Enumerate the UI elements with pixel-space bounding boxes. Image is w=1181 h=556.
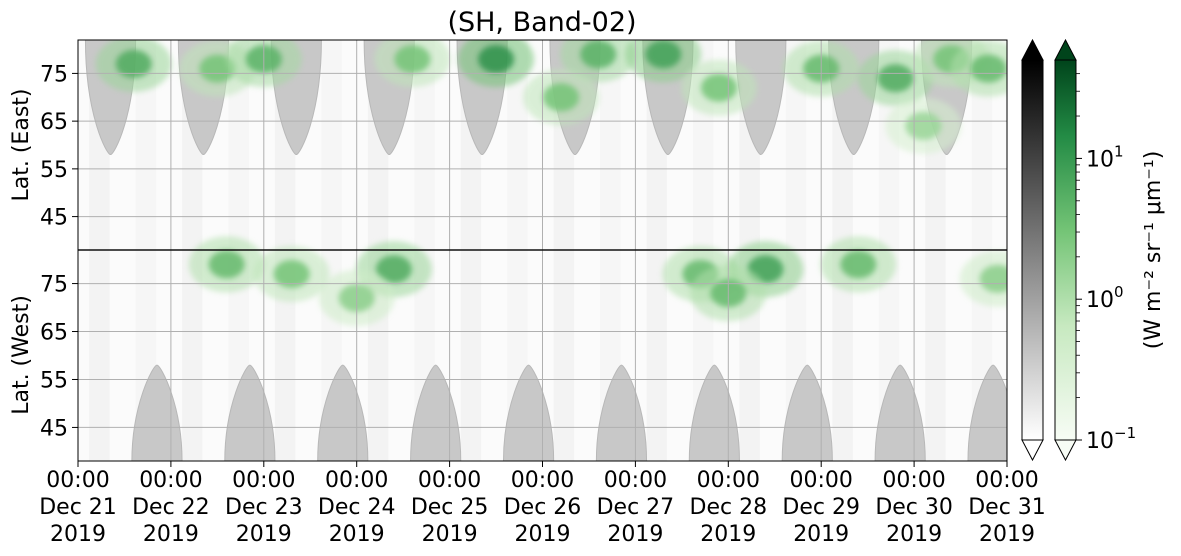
gray-mask [595, 364, 648, 461]
radiance-peak [979, 264, 1007, 293]
y-tick-label: 65 [40, 321, 68, 346]
radiance-peak [273, 259, 310, 288]
radiance-peak [208, 250, 245, 279]
y-tick-label: 45 [40, 416, 68, 441]
x-tick-label: 2019 [793, 522, 849, 547]
y-axis-label-east: Lat. (East) [9, 89, 34, 202]
colorbar-green [1054, 38, 1077, 462]
gray-mask [781, 364, 833, 461]
y-tick-label: 75 [40, 62, 68, 87]
gray-mask [224, 364, 276, 461]
x-tick-label: Dec 21 [39, 495, 117, 520]
x-tick-label: Dec 30 [875, 495, 953, 520]
radiance-peak [394, 45, 431, 74]
colorbar-tick-label: 101 [1086, 142, 1124, 172]
colorbar-tick-label: 100 [1086, 283, 1124, 313]
x-tick-label: 00:00 [139, 468, 202, 493]
x-tick-label: 00:00 [789, 468, 852, 493]
gray-mask [874, 364, 926, 461]
y-tick-label: 75 [40, 273, 68, 298]
y-tick-label: 55 [40, 368, 68, 393]
radiance-peak [645, 40, 682, 69]
x-tick-label: Dec 24 [318, 495, 396, 520]
radiance-peak [115, 49, 152, 78]
chart-title: (SH, Band-02) [447, 7, 636, 38]
x-tick-label: Dec 27 [597, 495, 675, 520]
x-tick-label: Dec 25 [411, 495, 489, 520]
x-tick-label: Dec 28 [690, 495, 768, 520]
x-tick-label: 2019 [236, 522, 292, 547]
x-tick-label: 2019 [886, 522, 942, 547]
x-tick-label: Dec 23 [225, 495, 303, 520]
x-tick-label: 00:00 [46, 468, 109, 493]
radiance-peak [840, 250, 877, 279]
radiance-peak [375, 255, 412, 284]
y-tick-label: 55 [40, 158, 68, 183]
colorbar-green-extend-top [1054, 38, 1077, 61]
radiance-peak [478, 45, 515, 74]
colorbar-ticks: 10−1 100 101 [1076, 73, 1136, 454]
x-tick-label: 00:00 [882, 468, 945, 493]
gray-mask [502, 364, 555, 461]
y-ticks: 45 55 65 75 75 65 55 45 [40, 62, 78, 441]
x-tick-label: 00:00 [418, 468, 481, 493]
gray-mask [688, 364, 740, 461]
x-tick-label: 2019 [700, 522, 756, 547]
colorbar-gray-extend-top [1021, 38, 1044, 61]
x-tick-label: 2019 [50, 522, 106, 547]
x-tick-label: 2019 [422, 522, 478, 547]
x-tick-label: 2019 [143, 522, 199, 547]
y-tick-label: 65 [40, 110, 68, 135]
x-tick-label: 00:00 [511, 468, 574, 493]
radiance-peak [877, 64, 914, 93]
radiance-peak [970, 54, 1007, 83]
x-tick-label: 00:00 [697, 468, 760, 493]
colorbar-green-extend-bottom [1054, 439, 1077, 462]
gray-mask [410, 364, 462, 461]
y-axis-label-west: Lat. (West) [9, 295, 34, 415]
radiance-peak [543, 83, 580, 112]
x-tick-label: 2019 [607, 522, 663, 547]
x-tick-label: 00:00 [604, 468, 667, 493]
x-tick-label: Dec 29 [782, 495, 860, 520]
colorbar-label: (W m⁻² sr⁻¹ μm⁻¹) [1141, 151, 1166, 350]
radiance-peak [905, 111, 942, 140]
x-tick-label: 00:00 [325, 468, 388, 493]
gray-mask [131, 364, 183, 461]
colorbar-gray [1021, 38, 1044, 462]
radiance-peak [701, 73, 738, 102]
y-tick-label: 45 [40, 206, 68, 231]
colorbar-gray-extend-bottom [1021, 439, 1044, 462]
gray-mask [317, 364, 369, 461]
x-tick-label: Dec 31 [968, 495, 1046, 520]
plot-area [78, 40, 1007, 461]
x-tick-label: Dec 22 [132, 495, 210, 520]
x-tick-label: 2019 [329, 522, 385, 547]
colorbar-tick-label: 10−1 [1086, 424, 1136, 454]
x-tick-label: 00:00 [232, 468, 295, 493]
x-tick-label: Dec 26 [504, 495, 582, 520]
radiance-peak [580, 40, 617, 69]
x-tick-label: 2019 [515, 522, 571, 547]
x-tick-label: 00:00 [975, 468, 1038, 493]
x-tick-label: 2019 [979, 522, 1035, 547]
gray-mask [967, 364, 1007, 461]
